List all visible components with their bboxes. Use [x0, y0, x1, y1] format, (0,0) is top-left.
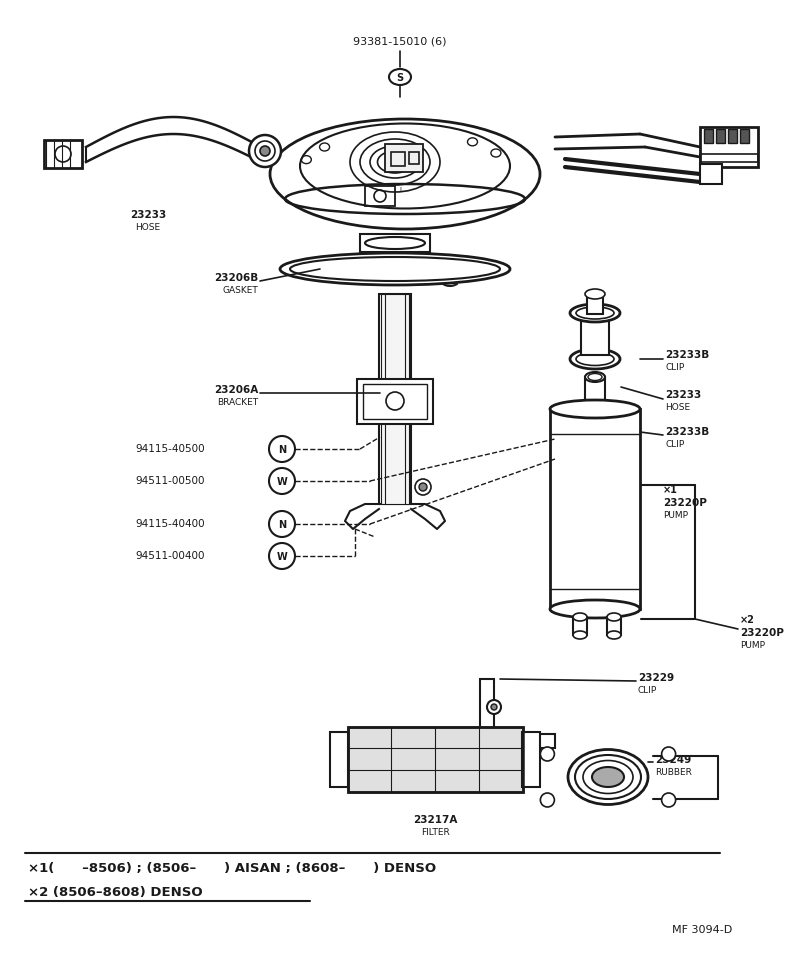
Circle shape: [487, 701, 501, 714]
Text: 23206B: 23206B: [214, 273, 258, 282]
Circle shape: [540, 793, 554, 807]
Text: W: W: [277, 477, 287, 487]
Ellipse shape: [570, 305, 620, 322]
Circle shape: [260, 147, 270, 157]
Text: CLIP: CLIP: [665, 440, 684, 449]
Text: 23217A: 23217A: [413, 814, 457, 825]
Text: ×1: ×1: [663, 485, 678, 494]
Ellipse shape: [592, 767, 624, 787]
Text: CLIP: CLIP: [665, 363, 684, 372]
Bar: [348, 727, 523, 792]
Bar: [385, 145, 423, 173]
Bar: [704, 130, 713, 144]
Bar: [381, 295, 409, 504]
Text: BRACKET: BRACKET: [217, 398, 258, 407]
Text: FILTER: FILTER: [421, 828, 450, 836]
Text: 94511-00500: 94511-00500: [135, 476, 205, 486]
Text: HOSE: HOSE: [135, 224, 161, 233]
Circle shape: [662, 747, 676, 761]
Bar: [700, 154, 758, 163]
Ellipse shape: [570, 350, 620, 369]
Bar: [44, 141, 82, 169]
Text: 94115-40500: 94115-40500: [135, 444, 205, 453]
Ellipse shape: [550, 401, 640, 418]
Bar: [573, 617, 587, 635]
Circle shape: [386, 393, 404, 410]
Circle shape: [540, 747, 554, 761]
Text: ×1(      –8506) ; (8506–      ) AISAN ; (8608–      ) DENSO: ×1( –8506) ; (8506– ) AISAN ; (8608– ) D…: [28, 861, 436, 874]
Bar: [607, 617, 621, 635]
Ellipse shape: [585, 290, 605, 300]
Text: HOSE: HOSE: [665, 404, 690, 412]
Bar: [716, 130, 725, 144]
Bar: [581, 318, 609, 356]
Ellipse shape: [550, 601, 640, 618]
Text: 23206A: 23206A: [214, 385, 258, 395]
Bar: [550, 409, 640, 610]
Bar: [740, 130, 749, 144]
Text: ×2 (8506–8608) DENSO: ×2 (8506–8608) DENSO: [28, 885, 202, 898]
Ellipse shape: [607, 631, 621, 639]
Circle shape: [269, 543, 295, 570]
Text: RUBBER: RUBBER: [655, 768, 692, 777]
Bar: [357, 380, 433, 425]
Circle shape: [662, 793, 676, 807]
Bar: [379, 295, 411, 504]
Bar: [391, 152, 405, 167]
Text: 23233B: 23233B: [665, 427, 710, 437]
Ellipse shape: [573, 631, 587, 639]
Bar: [409, 152, 419, 165]
Text: 23220P: 23220P: [663, 497, 707, 507]
Bar: [522, 732, 540, 787]
Text: 94115-40400: 94115-40400: [135, 519, 205, 529]
Circle shape: [269, 512, 295, 537]
Text: 23233: 23233: [665, 390, 702, 400]
Circle shape: [269, 469, 295, 494]
Text: PUMP: PUMP: [663, 511, 688, 520]
Bar: [365, 187, 395, 207]
Bar: [348, 727, 523, 792]
Bar: [587, 295, 603, 315]
Bar: [480, 679, 494, 740]
Bar: [585, 378, 605, 409]
Text: 23233: 23233: [130, 210, 166, 220]
Text: 93381-15010 (6): 93381-15010 (6): [354, 37, 446, 47]
Text: W: W: [277, 551, 287, 562]
Bar: [480, 735, 555, 748]
Text: MF 3094-D: MF 3094-D: [672, 924, 732, 934]
Bar: [363, 385, 427, 419]
Text: N: N: [278, 520, 286, 530]
Bar: [360, 234, 430, 253]
Ellipse shape: [585, 372, 605, 383]
Text: GASKET: GASKET: [222, 286, 258, 295]
Ellipse shape: [568, 749, 648, 805]
Ellipse shape: [573, 614, 587, 621]
Bar: [700, 128, 758, 168]
Bar: [728, 130, 737, 144]
Text: CLIP: CLIP: [638, 686, 658, 695]
Ellipse shape: [280, 254, 510, 285]
Text: N: N: [278, 445, 286, 454]
Text: 94511-00400: 94511-00400: [135, 550, 205, 561]
Text: 23220P: 23220P: [740, 627, 784, 637]
Text: 23229: 23229: [638, 672, 674, 682]
Circle shape: [269, 437, 295, 462]
Text: ×2: ×2: [740, 615, 755, 624]
Circle shape: [491, 704, 497, 710]
Circle shape: [249, 136, 281, 168]
Bar: [700, 165, 722, 185]
Text: S: S: [397, 73, 403, 83]
Text: 23249: 23249: [655, 754, 691, 764]
Text: I: I: [399, 187, 401, 192]
Bar: [330, 732, 348, 787]
Text: 23233B: 23233B: [665, 350, 710, 360]
Circle shape: [419, 484, 427, 491]
Ellipse shape: [607, 614, 621, 621]
Text: PUMP: PUMP: [740, 641, 765, 650]
